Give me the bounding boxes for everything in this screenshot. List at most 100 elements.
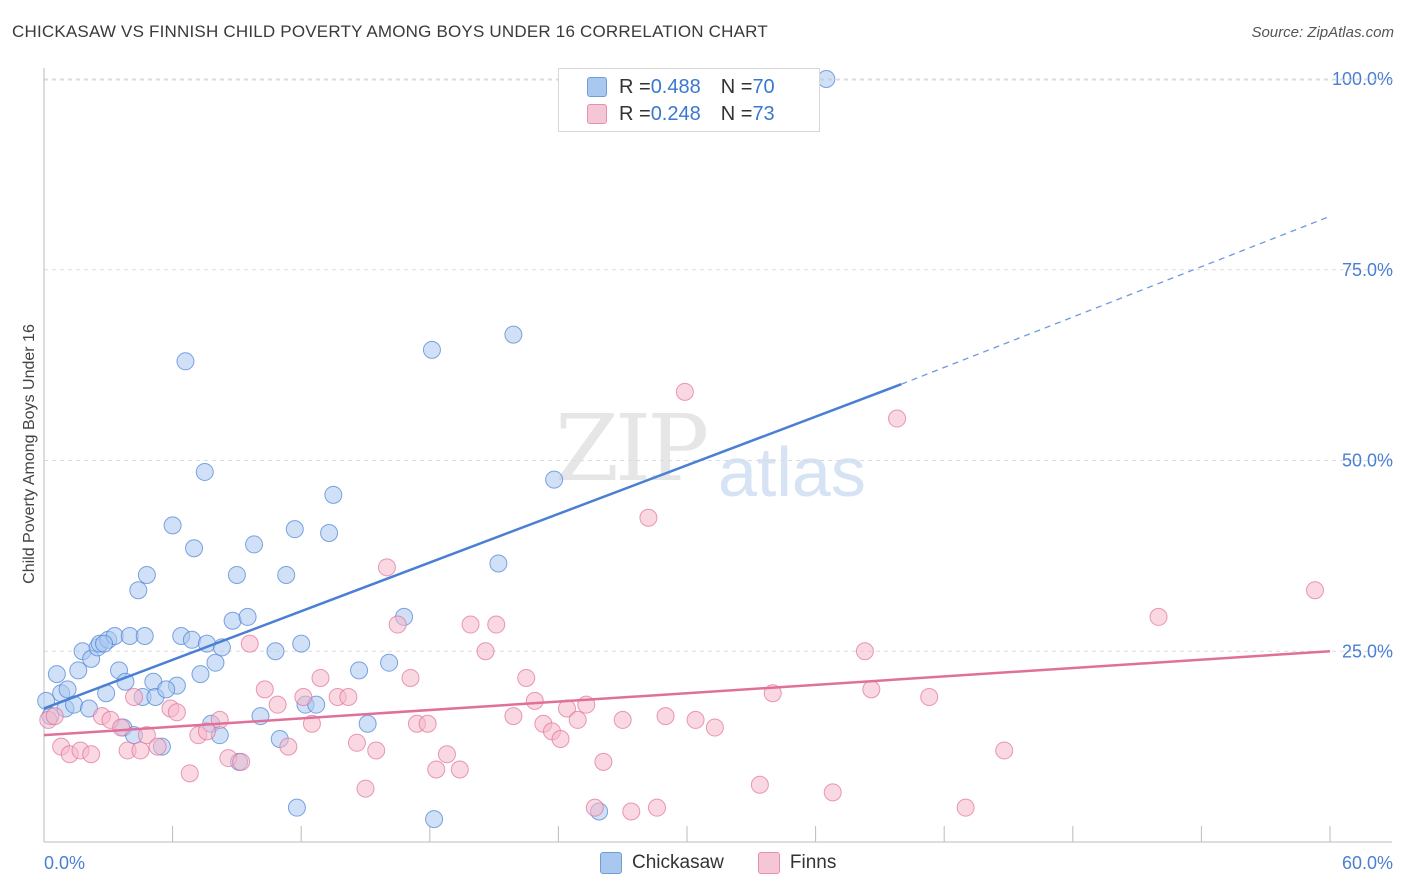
chickasaw-point <box>223 611 242 630</box>
finns-point <box>388 615 407 634</box>
finns-point <box>647 798 666 817</box>
legend-row-chickasaw: R = 0.488 N = 70 <box>587 75 775 99</box>
finns-point <box>525 691 544 710</box>
chickasaw-point <box>137 565 156 584</box>
finns-point <box>862 680 881 699</box>
chickasaw-point <box>350 661 369 680</box>
legend-n-value: 70 <box>752 75 775 98</box>
finns-point <box>401 668 420 687</box>
chart-title: CHICKASAW VS FINNISH CHILD POVERTY AMONG… <box>12 22 768 41</box>
finns-point <box>461 615 480 634</box>
chickasaw-point <box>380 653 399 672</box>
finns-point <box>311 668 330 687</box>
chickasaw-point <box>292 634 311 653</box>
finns-point <box>705 718 724 737</box>
finns-point <box>367 741 386 760</box>
chickasaw-point <box>489 554 508 573</box>
chickasaw-point <box>185 539 204 558</box>
chickasaw-point <box>817 70 836 88</box>
finns-point <box>339 688 358 707</box>
chickasaw-point <box>320 523 339 542</box>
series-label-chickasaw: Chickasaw <box>632 852 724 873</box>
finns-point <box>356 779 375 798</box>
chickasaw-point <box>266 642 285 661</box>
chickasaw-point <box>285 520 304 539</box>
series-legend-chickasaw: Chickasaw <box>600 852 724 874</box>
series-legend: Chickasaw Finns <box>600 852 870 874</box>
chickasaw-point <box>195 462 214 481</box>
chickasaw-trendline <box>43 383 902 710</box>
finns-point <box>956 798 975 817</box>
finns-point <box>82 745 101 764</box>
chickasaw-point <box>245 535 264 554</box>
chickasaw-point <box>422 340 441 359</box>
chickasaw-trendline-extension <box>901 215 1331 385</box>
chickasaw-point <box>58 680 77 699</box>
finns-point <box>148 737 167 756</box>
finns-point <box>476 642 495 661</box>
finns-point <box>613 710 632 729</box>
finns-point <box>855 642 874 661</box>
chickasaw-point <box>163 516 182 535</box>
y-tick-label: 50.0% <box>1342 451 1393 471</box>
finns-point <box>240 634 259 653</box>
finns-point <box>995 741 1014 760</box>
finns-point <box>347 733 366 752</box>
legend-r-label: R = <box>619 75 651 98</box>
legend-n-value: 73 <box>752 102 775 125</box>
finns-point <box>180 764 199 783</box>
chickasaw-point <box>182 630 201 649</box>
watermark-atlas: atlas <box>718 433 866 511</box>
finns-point <box>131 741 150 760</box>
finns-point <box>675 382 694 401</box>
finns-point <box>487 615 506 634</box>
finns-point <box>210 710 229 729</box>
finns-point <box>920 688 939 707</box>
legend-swatch-finns <box>587 104 607 124</box>
chickasaw-point <box>176 352 195 371</box>
finns-point <box>750 775 769 794</box>
chickasaw-point <box>157 680 176 699</box>
legend-n-label: N = <box>720 102 753 125</box>
finns-point <box>268 695 287 714</box>
finns-point <box>622 802 641 821</box>
chickasaw-point <box>120 626 139 645</box>
legend-r-value: 0.488 <box>650 75 701 98</box>
finns-point <box>450 760 469 779</box>
finns-trendline <box>43 650 1331 737</box>
legend-swatch-chickasaw <box>587 77 607 97</box>
finns-point <box>656 707 675 726</box>
finns-point <box>585 798 604 817</box>
series-swatch-finns <box>757 852 780 874</box>
chickasaw-point <box>69 661 88 680</box>
finns-point <box>137 726 156 745</box>
chickasaw-point <box>504 325 523 344</box>
finns-point <box>1305 581 1324 600</box>
source-label: Source: ZipAtlas.com <box>1251 24 1394 41</box>
chickasaw-point <box>324 485 343 504</box>
finns-point <box>594 752 613 771</box>
finns-point <box>418 714 437 733</box>
legend-r-value: 0.248 <box>650 102 701 125</box>
chickasaw-point <box>135 626 154 645</box>
finns-point <box>639 508 658 527</box>
chickasaw-point <box>358 714 377 733</box>
legend-r-label: R = <box>619 102 651 125</box>
chickasaw-point <box>277 565 296 584</box>
chickasaw-point <box>238 607 257 626</box>
chickasaw-point <box>95 634 114 653</box>
finns-point <box>823 783 842 802</box>
watermark-zip: ZIP <box>555 395 709 502</box>
y-tick-label: 25.0% <box>1342 641 1393 661</box>
finns-point <box>427 760 446 779</box>
finns-point <box>551 729 570 748</box>
chickasaw-point <box>191 665 210 684</box>
chickasaw-point <box>129 581 148 600</box>
y-axis-label: Child Poverty Among Boys Under 16 <box>21 324 38 584</box>
chickasaw-point <box>545 470 564 489</box>
chickasaw-point <box>425 810 444 829</box>
finns-point <box>112 718 131 737</box>
finns-point <box>125 688 144 707</box>
correlation-legend: R = 0.488 N = 70 R = 0.248 N = 73 <box>558 68 820 132</box>
series-label-finns: Finns <box>789 852 837 873</box>
